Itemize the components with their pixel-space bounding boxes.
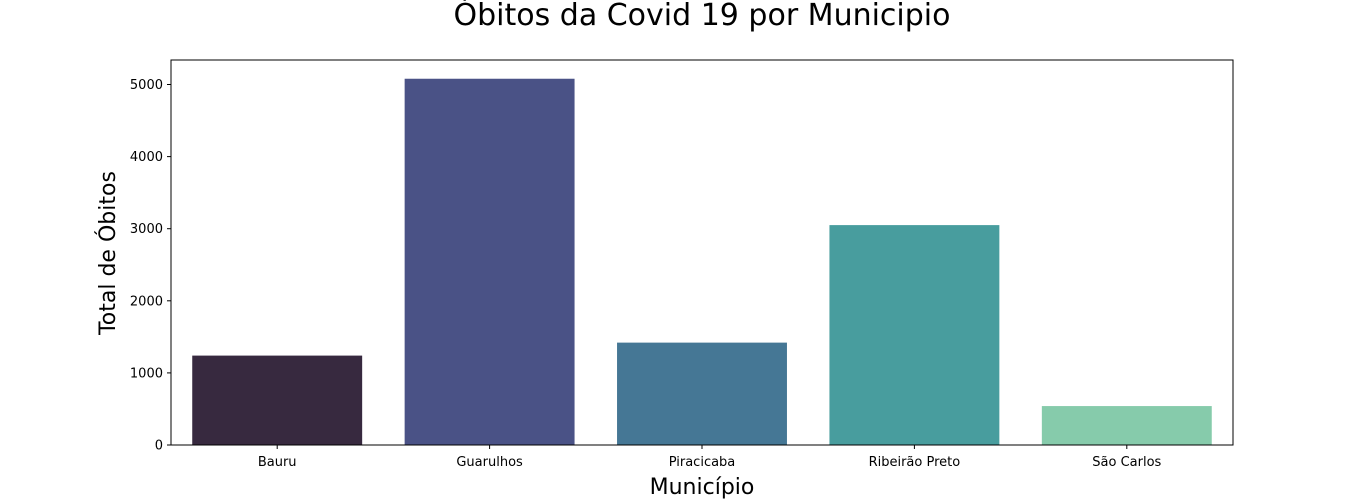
y-tick-label: 4000 bbox=[130, 150, 163, 165]
y-tick-label: 2000 bbox=[130, 294, 163, 309]
bar-ribeir-o-preto bbox=[829, 225, 1000, 445]
x-tick-label: Guarulhos bbox=[456, 455, 523, 470]
plot-area: Bauru Guarulhos Piracicaba Ribeirão Preto Sã… bbox=[130, 59, 1234, 470]
y-tick-label: 3000 bbox=[130, 222, 163, 237]
bar-bauru bbox=[192, 355, 363, 445]
x-tick-label: Piracicaba bbox=[669, 455, 736, 470]
y-tick-label: 5000 bbox=[130, 78, 163, 93]
y-axis-label: Total de Óbitos bbox=[95, 171, 121, 336]
plot-frame bbox=[170, 59, 1234, 446]
x-tick-label: Ribeirão Preto bbox=[869, 455, 961, 470]
bar-s-o-carlos bbox=[1041, 406, 1212, 445]
x-tick-label: Bauru bbox=[258, 455, 297, 470]
x-tick-label: São Carlos bbox=[1092, 455, 1161, 470]
y-tick-label: 1000 bbox=[130, 366, 163, 381]
bar-piracicaba bbox=[617, 342, 787, 445]
chart-title: Óbitos da Covid 19 por Municipio bbox=[454, 0, 951, 33]
bar-guarulhos bbox=[404, 78, 575, 446]
x-axis-label: Município bbox=[650, 475, 755, 500]
y-tick-label: 0 bbox=[155, 439, 163, 454]
